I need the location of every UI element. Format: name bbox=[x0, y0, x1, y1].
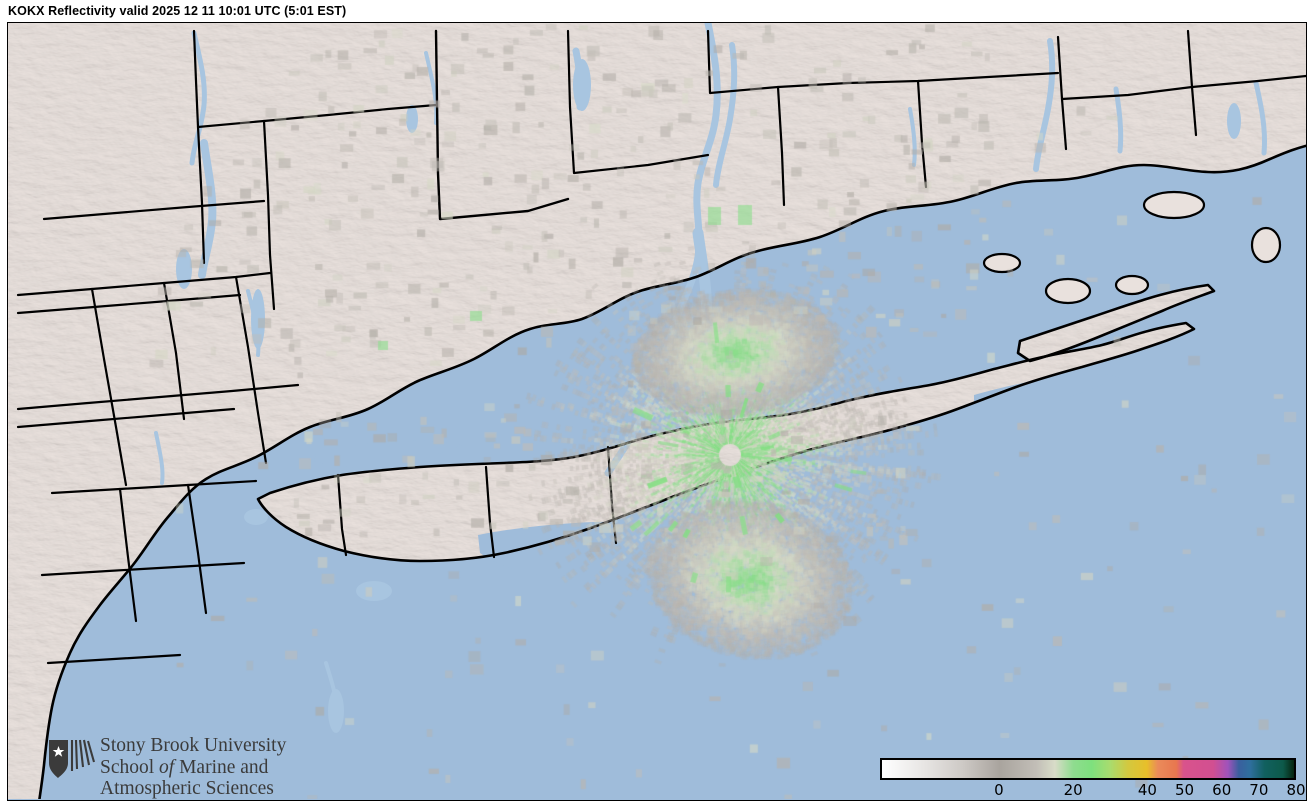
logo-line-2: School of Marine and bbox=[100, 757, 350, 779]
basemap-layer bbox=[8, 23, 1306, 799]
colorbar-tick-labels: 0 20 40 50 60 70 80 bbox=[873, 781, 1306, 800]
colorbar: 0 20 40 50 60 70 80 bbox=[873, 751, 1306, 800]
colorbar-tick-20: 20 bbox=[1063, 781, 1083, 799]
sbu-logo: Stony Brook University School of Marine … bbox=[46, 735, 316, 800]
colorbar-tick-60: 60 bbox=[1212, 781, 1232, 799]
page-title: KOKX Reflectivity valid 2025 12 11 10:01… bbox=[8, 4, 347, 18]
logo-line-2-post: Marine and bbox=[174, 756, 269, 778]
logo-line-3: Atmospheric Sciences bbox=[100, 778, 274, 799]
colorbar-gradient bbox=[882, 760, 1294, 778]
map-canvas: Stony Brook University School of Marine … bbox=[8, 23, 1306, 800]
colorbar-tick-40: 40 bbox=[1137, 781, 1157, 799]
shield-icon bbox=[49, 739, 96, 778]
map-panel[interactable]: Stony Brook University School of Marine … bbox=[7, 22, 1307, 801]
colorbar-bar bbox=[880, 758, 1296, 780]
colorbar-tick-80: 80 bbox=[1286, 781, 1306, 799]
colorbar-tick-50: 50 bbox=[1175, 781, 1195, 799]
sbu-logo-text: Stony Brook University School of Marine … bbox=[100, 735, 350, 800]
logo-line-2-pre: School bbox=[100, 756, 160, 778]
colorbar-tick-70: 70 bbox=[1249, 781, 1269, 799]
logo-line-1: Stony Brook University bbox=[100, 735, 287, 756]
logo-line-2-emphasis: of bbox=[159, 756, 175, 778]
colorbar-tick-0: 0 bbox=[994, 781, 1004, 799]
